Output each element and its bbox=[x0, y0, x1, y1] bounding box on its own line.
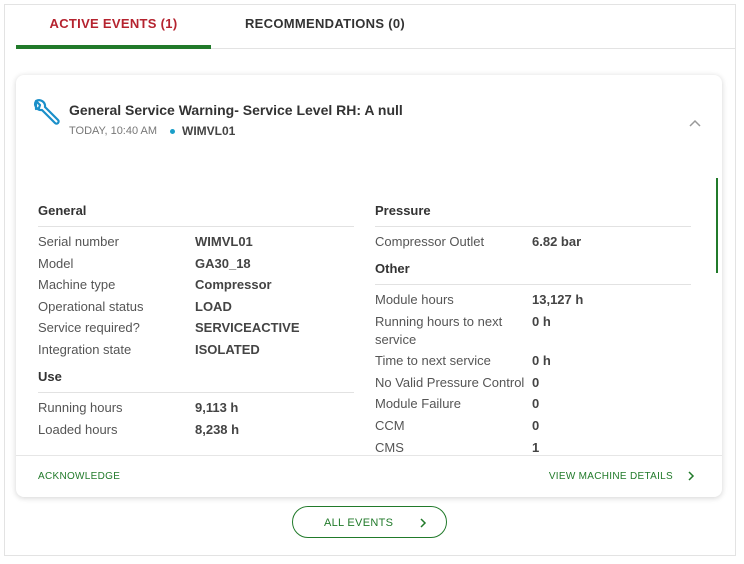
detail-row: Compressor Outlet 6.82 bar bbox=[375, 233, 691, 251]
all-events-chevron bbox=[420, 518, 427, 528]
detail-row: Serial number WIMVL01 bbox=[38, 233, 354, 251]
acknowledge-button[interactable]: ACKNOWLEDGE bbox=[38, 471, 121, 482]
section-heading: General bbox=[38, 203, 354, 227]
detail-value: WIMVL01 bbox=[195, 234, 253, 249]
detail-value: SERVICEACTIVE bbox=[195, 320, 300, 336]
detail-row: Module Failure 0 bbox=[375, 395, 691, 413]
footer-divider bbox=[16, 455, 722, 456]
detail-row: Running hours 9,113 h bbox=[38, 399, 354, 417]
section-heading: Other bbox=[375, 261, 691, 285]
details-column: General Serial number WIMVL01 Model GA30_18 M… bbox=[38, 203, 354, 442]
event-card: General Service Warning- Service Level R… bbox=[16, 75, 722, 497]
detail-value: GA30_18 bbox=[195, 255, 251, 271]
detail-row: Model GA30_18 bbox=[38, 255, 354, 273]
panel bbox=[4, 4, 736, 556]
detail-label: Module hours bbox=[375, 292, 454, 307]
collapse-chevron[interactable] bbox=[688, 118, 702, 128]
tab-recommendations[interactable]: RECOMMENDATIONS (0) bbox=[244, 16, 405, 31]
tab-active[interactable]: ACTIVE EVENTS (1) bbox=[49, 16, 178, 31]
detail-value: 0 bbox=[532, 374, 540, 390]
detail-row: Integration state ISOLATED bbox=[38, 341, 354, 359]
detail-row: Machine type Compressor bbox=[38, 276, 354, 294]
detail-row: Running hours to next service 0 h bbox=[375, 313, 691, 349]
event-machine: WIMVL01 bbox=[182, 124, 236, 138]
view-details-link[interactable]: VIEW MACHINE DETAILS bbox=[548, 471, 673, 482]
scrollbar bbox=[716, 178, 718, 273]
detail-value: 1 bbox=[532, 439, 540, 455]
detail-value: 6.82 bar bbox=[532, 234, 582, 249]
section-heading: Pressure bbox=[375, 203, 691, 227]
detail-label: CMS bbox=[375, 439, 404, 455]
tab-divider bbox=[16, 48, 736, 49]
detail-label: Operational status bbox=[38, 298, 144, 314]
detail-value: Compressor bbox=[195, 277, 272, 293]
tab-underline bbox=[16, 45, 211, 49]
detail-row: CMS 1 bbox=[375, 439, 691, 455]
detail-value: 0 h bbox=[532, 353, 551, 369]
wrench-icon bbox=[34, 99, 60, 125]
detail-label: Running hours to next service bbox=[375, 313, 503, 347]
detail-label: Machine type bbox=[38, 277, 116, 293]
event-title: General Service Warning- Service Level R… bbox=[69, 102, 403, 118]
detail-label: Integration state bbox=[38, 341, 132, 357]
detail-value: 0 bbox=[532, 417, 540, 433]
detail-row: No Valid Pressure Control 0 bbox=[375, 374, 691, 392]
detail-row: CCM 0 bbox=[375, 417, 691, 435]
detail-value: 0 bbox=[532, 396, 540, 412]
detail-row: Service required? SERVICEACTIVE bbox=[38, 319, 354, 337]
detail-label: Service required? bbox=[38, 320, 140, 336]
all-events-label: ALL EVENTS bbox=[324, 517, 394, 529]
details-scroll: General Serial number WIMVL01 Model GA30_18 M… bbox=[38, 180, 714, 455]
detail-value: ISOLATED bbox=[195, 341, 260, 357]
event-time: TODAY, 10:40 AM bbox=[69, 125, 158, 137]
status-dot bbox=[170, 129, 175, 134]
detail-label: Model bbox=[38, 255, 74, 271]
detail-value: 0 h bbox=[532, 313, 551, 329]
detail-value: LOAD bbox=[195, 298, 232, 314]
detail-label: CCM bbox=[375, 417, 405, 433]
detail-value: 13,127 h bbox=[532, 292, 584, 307]
section-heading: Use bbox=[38, 369, 354, 393]
detail-row: Operational status LOAD bbox=[38, 298, 354, 316]
detail-label: Loaded hours bbox=[38, 421, 118, 437]
detail-label: Serial number bbox=[38, 234, 119, 249]
detail-label: Running hours bbox=[38, 399, 123, 415]
detail-row: Module hours 13,127 h bbox=[375, 291, 691, 309]
details-chevron bbox=[688, 471, 695, 481]
detail-label: No Valid Pressure Control bbox=[375, 374, 525, 390]
detail-label: Compressor Outlet bbox=[375, 234, 485, 249]
all-events-button[interactable]: ALL EVENTS bbox=[292, 506, 447, 538]
detail-row: Time to next service 0 h bbox=[375, 352, 691, 370]
detail-label: Module Failure bbox=[375, 396, 461, 412]
detail-value: 8,238 h bbox=[195, 421, 240, 437]
detail-value: 9,113 h bbox=[195, 399, 239, 415]
detail-label: Time to next service bbox=[375, 353, 491, 369]
detail-row: Loaded hours 8,238 h bbox=[38, 421, 354, 439]
details-column: Pressure Compressor Outlet 6.82 bar Other Mo… bbox=[375, 203, 691, 455]
